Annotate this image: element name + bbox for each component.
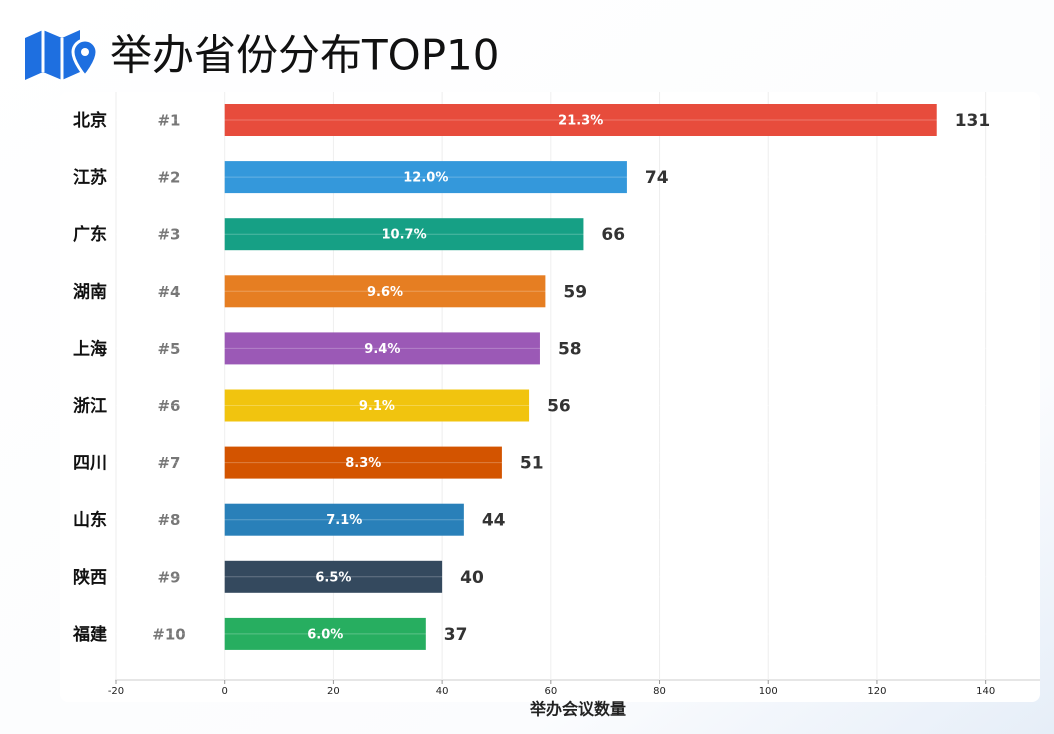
bar [224, 275, 546, 308]
y-tick-label: 山东 [73, 510, 107, 531]
value-label: 66 [601, 225, 625, 245]
rank-label: #4 [157, 283, 180, 301]
value-label: 44 [482, 511, 506, 531]
share-label: 9.6% [367, 285, 403, 300]
value-label: 40 [460, 568, 484, 588]
value-label: 56 [547, 397, 571, 417]
share-label: 8.3% [345, 456, 381, 471]
x-tick-label: 140 [976, 686, 995, 697]
bar [224, 503, 464, 536]
bar [224, 332, 540, 365]
value-label: 74 [645, 168, 669, 188]
share-label: 9.1% [359, 399, 395, 414]
rank-label: #1 [157, 112, 180, 130]
x-tick-label: 60 [544, 686, 557, 697]
share-label: 7.1% [326, 513, 362, 528]
bar [224, 218, 584, 251]
x-tick-label: 120 [867, 686, 886, 697]
x-axis-label: 举办会议数量 [529, 700, 626, 719]
bar [224, 389, 530, 422]
share-label: 12.0% [403, 171, 448, 186]
bar [224, 560, 443, 593]
y-tick-label: 北京 [73, 110, 107, 131]
x-tick-label: 80 [653, 686, 666, 697]
x-tick-label: 100 [759, 686, 778, 697]
y-tick-label: 广东 [73, 224, 107, 245]
rank-label: #6 [157, 397, 180, 415]
x-tick-label: 20 [327, 686, 340, 697]
rank-label: #9 [157, 568, 180, 586]
y-tick-label: 浙江 [73, 396, 107, 417]
x-tick-label: -20 [108, 686, 124, 697]
value-label: 51 [520, 454, 544, 474]
share-label: 21.3% [558, 114, 603, 129]
bar [224, 617, 426, 650]
share-label: 6.0% [307, 627, 343, 642]
y-tick-label: 上海 [73, 338, 107, 359]
value-label: 58 [558, 339, 582, 359]
x-tick-label: 40 [436, 686, 449, 697]
chart-title: 举办省份分布TOP10 [110, 31, 500, 80]
share-label: 6.5% [315, 570, 351, 585]
y-tick-label: 湖南 [73, 281, 107, 302]
bar [224, 161, 627, 194]
share-label: 9.4% [364, 342, 400, 357]
rank-label: #3 [157, 226, 180, 244]
y-tick-label: 江苏 [73, 167, 107, 188]
rank-label: #5 [157, 340, 180, 358]
map-icon [25, 30, 99, 80]
rank-label: #2 [157, 169, 180, 187]
rank-label: #7 [157, 454, 180, 472]
x-tick-label: 0 [222, 686, 228, 697]
value-label: 59 [563, 282, 587, 302]
value-label: 131 [955, 111, 991, 131]
y-tick-label: 四川 [73, 454, 107, 474]
rank-label: #10 [152, 625, 185, 643]
rank-label: #8 [157, 511, 180, 529]
y-tick-label: 陕西 [73, 567, 107, 588]
value-label: 37 [444, 625, 468, 645]
bar [224, 104, 937, 136]
share-label: 10.7% [382, 228, 427, 243]
bar [224, 446, 502, 479]
y-tick-label: 福建 [72, 624, 107, 645]
